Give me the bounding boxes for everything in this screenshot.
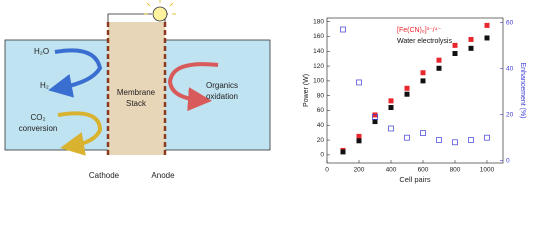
x-tick-label: 800 — [450, 167, 461, 174]
point — [436, 57, 442, 63]
point — [436, 65, 442, 71]
h2-label: H₂ — [40, 81, 49, 90]
point — [468, 36, 474, 42]
x-tick-label: 600 — [418, 167, 429, 174]
diagram: H₂O H₂ CO₂ conversion Membrane Stack Org… — [4, 0, 271, 180]
point — [356, 138, 362, 144]
y-tick-label: 100 — [313, 78, 324, 85]
point — [388, 105, 394, 111]
y2-tick-label: 20 — [506, 111, 514, 118]
organics-label: oxidation — [206, 92, 238, 101]
point — [404, 134, 410, 141]
anode-label: Anode — [151, 171, 175, 180]
point — [452, 42, 458, 48]
x-tick-label: 400 — [386, 167, 397, 174]
point — [388, 125, 394, 132]
plot-frame — [326, 17, 504, 164]
point — [452, 51, 458, 57]
x-tick-label: 200 — [354, 167, 365, 174]
point — [388, 98, 394, 104]
bulb — [152, 6, 168, 22]
point — [356, 79, 362, 86]
legend-label: Water electrolysis — [397, 38, 452, 45]
chart: 0 200 400 600 800 100002040608010012014016018… — [303, 17, 526, 184]
co2-arrow — [57, 111, 103, 156]
organics-arrow — [167, 62, 219, 112]
figure: H₂O H₂ CO₂ conversion Membrane Stack Org… — [4, 0, 526, 184]
membrane-stack — [108, 22, 165, 155]
point — [404, 85, 410, 91]
co2-label: conversion — [19, 124, 58, 133]
y-tick-label: 120 — [313, 63, 324, 70]
point — [484, 35, 490, 41]
point — [468, 45, 474, 51]
point — [420, 70, 426, 76]
point — [340, 26, 346, 33]
y2-axis-label: Enhancement (%) — [519, 62, 526, 118]
point — [372, 119, 378, 125]
point — [484, 22, 490, 28]
point — [372, 114, 378, 120]
y-axis-label: Power (W) — [303, 74, 310, 107]
legend-label: [Fe(CN)₆]³⁻/⁴⁻ — [397, 27, 442, 34]
point — [356, 133, 362, 139]
x-tick-label: 1000 — [480, 167, 495, 174]
point — [420, 78, 426, 84]
y-tick-label: 0 — [320, 152, 324, 159]
y-tick-label: 140 — [313, 48, 324, 55]
y-tick-label: 60 — [317, 107, 325, 114]
cathode-label: Cathode — [89, 171, 120, 180]
point — [340, 149, 346, 155]
stack-label: Membrane — [117, 88, 156, 97]
co2-label: CO₂ — [30, 113, 45, 122]
y2-tick-label: 0 — [506, 157, 510, 164]
y-tick-label: 180 — [313, 18, 324, 25]
point — [452, 139, 458, 146]
point — [484, 134, 490, 141]
point — [468, 137, 474, 143]
x-tick-label: 0 — [325, 167, 329, 174]
y-tick-label: 160 — [313, 33, 324, 40]
h2-arrow — [48, 48, 103, 98]
h2o-label: H₂O — [34, 47, 49, 56]
x-axis-label: Cell pairs — [399, 175, 431, 184]
point — [372, 112, 378, 118]
y2-tick-label: 60 — [506, 19, 514, 26]
point — [436, 137, 442, 143]
stack-label: Stack — [126, 99, 147, 108]
y-tick-label: 20 — [317, 137, 325, 144]
point — [420, 130, 426, 136]
y2-tick-label: 40 — [506, 65, 514, 72]
y-tick-label: 80 — [317, 92, 325, 99]
bulb-rays — [144, 0, 176, 15]
organics-label: Organics — [206, 81, 238, 90]
point — [404, 91, 410, 97]
y-tick-label: 40 — [317, 122, 325, 129]
